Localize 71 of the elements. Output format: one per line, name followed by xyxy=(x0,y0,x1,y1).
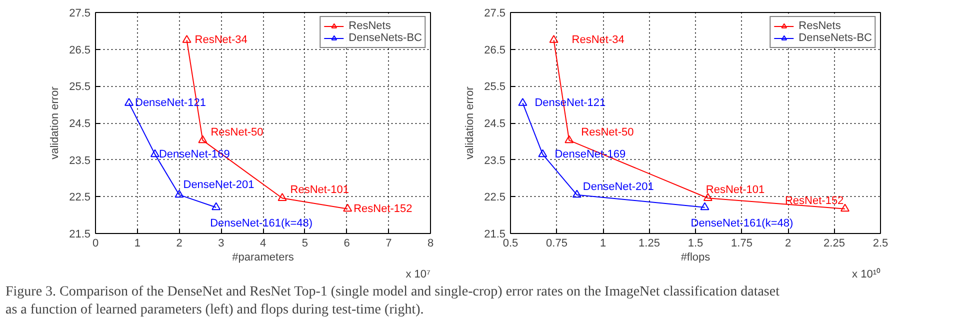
y-tick-label: 24.5 xyxy=(69,118,91,130)
legend-label: DenseNets-BC xyxy=(798,32,872,44)
x-tick-label: 4 xyxy=(260,238,266,250)
x-tick-label: 2 xyxy=(784,238,792,250)
x-tick-label: 1 xyxy=(134,238,140,250)
point xyxy=(198,135,208,144)
point xyxy=(124,98,134,106)
point xyxy=(703,193,712,201)
annotation: DenseNet-161(k=48) xyxy=(210,217,313,230)
x-tick-label: 3 xyxy=(218,238,224,250)
y-tick-label: 25.5 xyxy=(69,81,91,94)
x-tick-label: 1.5 xyxy=(688,238,704,250)
annotation: ResNet-152 xyxy=(784,194,844,207)
point xyxy=(840,204,850,212)
point xyxy=(549,35,558,43)
annotation: ResNet-152 xyxy=(354,202,412,215)
point xyxy=(700,202,710,210)
point xyxy=(518,98,528,106)
point xyxy=(564,135,574,144)
y-tick-label: 21.5 xyxy=(484,228,506,240)
y-tick-label: 26.5 xyxy=(69,44,91,56)
caption: Figure 3. Comparison of the DenseNet and ResNet Top-1 (single model and single-crop) error rates on the ImageNet classification dataset as a function of learned parameters (left) and flops during test-time (right). xyxy=(6,284,780,318)
legend-label: DenseNets-BC xyxy=(348,32,422,44)
x-tick-label: 8 xyxy=(427,238,434,250)
point xyxy=(572,190,582,198)
y-tick-label: 21.5 xyxy=(69,228,91,240)
point xyxy=(538,149,548,158)
x-tick-label: 1 xyxy=(600,238,606,250)
x-tick-label: 5 xyxy=(302,238,308,250)
x-tick-label: 0.75 xyxy=(546,238,568,250)
annotation: ResNet-34 xyxy=(194,34,248,46)
y-tick-label: 26.5 xyxy=(484,44,506,56)
y-axis-title: validation error xyxy=(49,86,62,160)
annotation: ResNet-101 xyxy=(706,184,765,196)
x-axis-title: #parameters xyxy=(232,252,294,264)
x-tick-label: 7 xyxy=(386,238,392,250)
x-tick-label: 2.25 xyxy=(824,238,845,250)
y-tick-label: 27.5 xyxy=(484,8,506,20)
point xyxy=(150,149,160,158)
annotation: ResNet-50 xyxy=(210,126,264,138)
text: x 10¹⁰ xyxy=(852,268,881,280)
y-tick-label: 23.5 xyxy=(69,154,91,167)
legend-label: ResNets xyxy=(798,20,841,32)
annotation: DenseNet-161(k=48) xyxy=(690,217,794,230)
annotation: ResNet-50 xyxy=(581,126,634,138)
y-tick-label: 23.5 xyxy=(484,154,506,167)
y-tick-label: 24.5 xyxy=(484,118,506,130)
annotation: ResNet-34 xyxy=(572,34,624,46)
y-tick-label: 22.5 xyxy=(484,192,506,204)
x-tick-label: 0 xyxy=(92,238,99,250)
y-tick-label: 22.5 xyxy=(69,192,91,204)
point xyxy=(343,204,352,212)
y-axis-title: validation error xyxy=(464,86,476,160)
text: x 10⁷ xyxy=(406,268,431,280)
x-tick-label: 1.75 xyxy=(731,238,752,250)
point xyxy=(278,193,287,201)
x-tick-label: 1.25 xyxy=(638,238,660,250)
point xyxy=(182,35,192,43)
annotation: DenseNet-201 xyxy=(582,180,654,193)
x-tick-label: 0.5 xyxy=(502,238,518,250)
legend-label: ResNets xyxy=(348,20,391,32)
y-tick-label: 27.5 xyxy=(69,8,91,20)
y-tick-label: 25.5 xyxy=(484,81,506,94)
point xyxy=(212,202,221,210)
x-tick-label: 2 xyxy=(176,238,182,250)
x-tick-label: 2.5 xyxy=(872,238,888,250)
point xyxy=(174,190,184,198)
annotation: DenseNet-201 xyxy=(183,178,254,191)
x-tick-label: 6 xyxy=(344,238,350,250)
x-axis-title: #flops xyxy=(680,252,711,264)
annotation: ResNet-101 xyxy=(290,184,349,196)
